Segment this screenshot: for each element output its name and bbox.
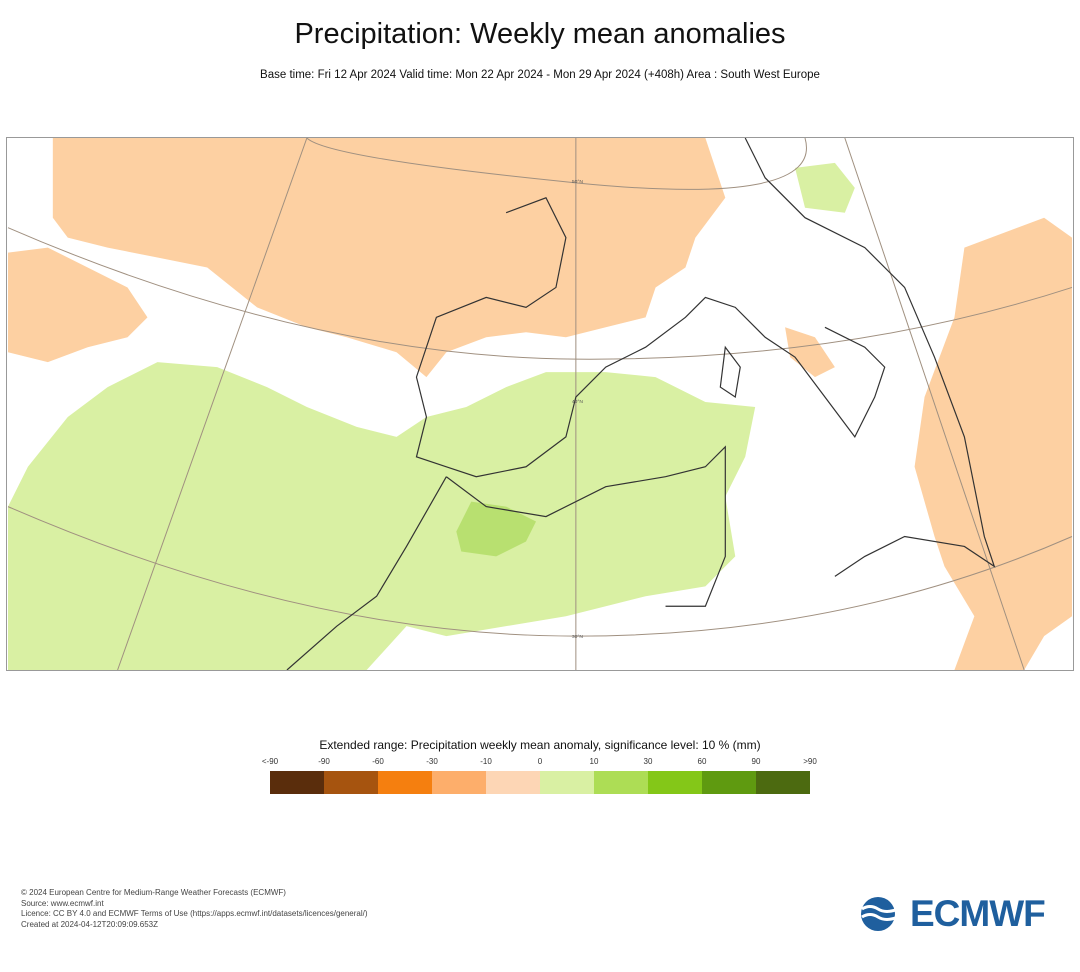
- legend-tick: <-90: [261, 757, 279, 766]
- page-subtitle: Base time: Fri 12 Apr 2024 Valid time: M…: [260, 69, 820, 81]
- legend-tick: >90: [803, 757, 817, 766]
- legend-tick: 10: [589, 757, 599, 766]
- legend-color-bin: [702, 771, 756, 794]
- grid-label-40n: 40°N: [572, 399, 584, 405]
- legend-color-bin: [486, 771, 540, 794]
- legend-tick: -60: [372, 757, 384, 766]
- legend-color-bin: [756, 771, 810, 794]
- legend-color-bin: [324, 771, 378, 794]
- legend-ticks: <-90 -90 -60 -30 -10 0 10 30 60 90 >90: [262, 757, 817, 769]
- legend-color-bin: [432, 771, 486, 794]
- legend-tick: 0: [537, 757, 543, 766]
- legend-color-bin: [594, 771, 648, 794]
- grid-label-50n: 50°N: [572, 179, 584, 185]
- grid-labels: 50°N 40°N 30°N: [572, 179, 584, 640]
- legend-color-bin: [270, 771, 324, 794]
- page-title: Precipitation: Weekly mean anomalies: [294, 18, 786, 50]
- ecmwf-logo-text: ECMWF: [910, 893, 1046, 934]
- legend-color-bin: [648, 771, 702, 794]
- coastlines: [286, 137, 996, 671]
- graticule: [7, 137, 1073, 671]
- legend-tick: 90: [751, 757, 761, 766]
- ecmwf-logo: ECMWF: [858, 893, 1046, 935]
- legend-tick: 30: [643, 757, 653, 766]
- legend-tick: -10: [480, 757, 492, 766]
- legend-color-bin: [378, 771, 432, 794]
- significant-area: [456, 501, 537, 557]
- footer-created: Created at 2024-04-12T20:09:09.653Z: [21, 919, 158, 929]
- legend-colorbar: [270, 771, 810, 794]
- legend-tick: -90: [318, 757, 330, 766]
- grid-label-30n: 30°N: [572, 634, 584, 640]
- ecmwf-logo-icon: [861, 897, 899, 931]
- legend-tick: -30: [426, 757, 438, 766]
- negative-anomaly-areas: [8, 138, 1072, 670]
- footer-source: Source: www.ecmwf.int: [21, 898, 104, 908]
- positive-anomaly-areas: [8, 162, 855, 670]
- legend-title: Extended range: Precipitation weekly mea…: [319, 738, 761, 752]
- footer: © 2024 European Centre for Medium-Range …: [21, 888, 368, 930]
- legend-tick: 60: [697, 757, 707, 766]
- footer-copyright: © 2024 European Centre for Medium-Range …: [21, 888, 286, 897]
- legend-color-bin: [540, 771, 594, 794]
- map-svg: 50°N 40°N 30°N: [7, 137, 1073, 671]
- anomaly-map: 50°N 40°N 30°N: [6, 137, 1074, 671]
- footer-licence: Licence: CC BY 4.0 and ECMWF Terms of Us…: [21, 909, 368, 918]
